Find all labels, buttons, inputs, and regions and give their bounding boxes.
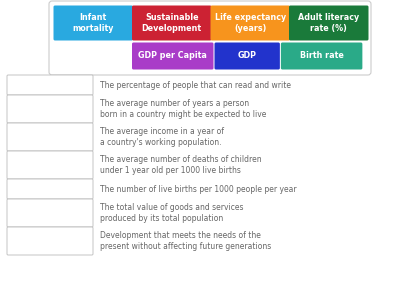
FancyBboxPatch shape — [132, 5, 212, 40]
Text: The average number of years a person
born in a country might be expected to live: The average number of years a person bor… — [100, 99, 266, 119]
Text: Life expectancy
(years): Life expectancy (years) — [215, 13, 286, 33]
FancyBboxPatch shape — [7, 227, 93, 255]
Text: The total value of goods and services
produced by its total population: The total value of goods and services pr… — [100, 203, 244, 223]
Text: GDP: GDP — [238, 52, 257, 61]
FancyBboxPatch shape — [7, 179, 93, 199]
Text: Infant
mortality: Infant mortality — [72, 13, 114, 33]
FancyBboxPatch shape — [132, 43, 214, 70]
FancyBboxPatch shape — [214, 43, 280, 70]
FancyBboxPatch shape — [7, 123, 93, 151]
FancyBboxPatch shape — [54, 5, 133, 40]
Text: The average number of deaths of children
under 1 year old per 1000 live births: The average number of deaths of children… — [100, 155, 262, 175]
Text: The percentage of people that can read and write: The percentage of people that can read a… — [100, 80, 291, 89]
Text: Sustainable
Development: Sustainable Development — [142, 13, 202, 33]
Text: Birth rate: Birth rate — [300, 52, 344, 61]
Text: The average income in a year of
a country's working population.: The average income in a year of a countr… — [100, 127, 224, 147]
FancyBboxPatch shape — [289, 5, 368, 40]
FancyBboxPatch shape — [210, 5, 290, 40]
FancyBboxPatch shape — [7, 95, 93, 123]
FancyBboxPatch shape — [7, 75, 93, 95]
FancyBboxPatch shape — [7, 151, 93, 179]
Text: The number of live births per 1000 people per year: The number of live births per 1000 peopl… — [100, 184, 297, 194]
Text: Development that meets the needs of the
present without affecting future generat: Development that meets the needs of the … — [100, 231, 271, 251]
Text: Adult literacy
rate (%): Adult literacy rate (%) — [298, 13, 359, 33]
FancyBboxPatch shape — [7, 199, 93, 227]
FancyBboxPatch shape — [281, 43, 362, 70]
Text: GDP per Capita: GDP per Capita — [138, 52, 207, 61]
